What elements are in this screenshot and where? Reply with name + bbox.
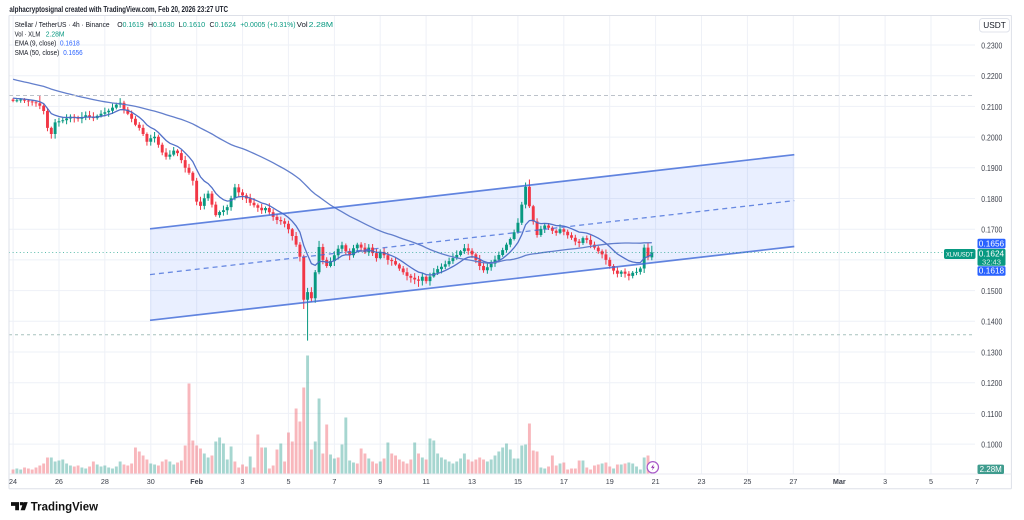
svg-text:19: 19	[606, 477, 614, 486]
svg-text:5: 5	[929, 477, 933, 486]
svg-text:15: 15	[514, 477, 522, 486]
svg-text:0.2100: 0.2100	[981, 102, 1002, 112]
svg-text:0.1700: 0.1700	[981, 225, 1002, 235]
svg-text:3: 3	[883, 477, 887, 486]
svg-text:XLMUSDT: XLMUSDT	[946, 251, 974, 258]
svg-text:H0.1630: H0.1630	[148, 22, 175, 29]
svg-text:alphacryptosignal created with: alphacryptosignal created with TradingVi…	[9, 5, 228, 14]
svg-text:0.1618: 0.1618	[979, 266, 1005, 276]
svg-text:17: 17	[560, 477, 568, 486]
svg-text:21: 21	[652, 477, 660, 486]
svg-text:7: 7	[975, 477, 979, 486]
svg-text:9: 9	[378, 477, 382, 486]
svg-text:0.1656: 0.1656	[979, 238, 1005, 248]
svg-text:0.1300: 0.1300	[981, 347, 1002, 357]
svg-text:Vol: Vol	[297, 22, 308, 29]
svg-text:26: 26	[55, 477, 63, 486]
svg-text:0.1500: 0.1500	[981, 286, 1002, 296]
svg-text:C0.1624: C0.1624	[210, 22, 237, 29]
svg-text:0.2300: 0.2300	[981, 40, 1002, 50]
svg-text:28: 28	[101, 477, 109, 486]
svg-text:32:43: 32:43	[982, 257, 1001, 266]
svg-text:USDT: USDT	[983, 20, 1006, 30]
svg-text:SMA (50, close): SMA (50, close)	[15, 50, 60, 57]
svg-text:5: 5	[286, 477, 290, 486]
svg-text:0.1900: 0.1900	[981, 163, 1002, 173]
svg-text:13: 13	[468, 477, 476, 486]
svg-text:2.28M: 2.28M	[980, 465, 1003, 474]
svg-text:Stellar / TetherUS · 4h · Bina: Stellar / TetherUS · 4h · Binance	[15, 22, 110, 29]
svg-text:Mar: Mar	[833, 477, 846, 486]
svg-text:7: 7	[332, 477, 336, 486]
svg-text:11: 11	[422, 477, 429, 486]
svg-text:0.1656: 0.1656	[63, 50, 82, 57]
svg-text:23: 23	[698, 477, 706, 486]
svg-text:2.28M: 2.28M	[309, 22, 334, 29]
svg-text:EMA (9, close): EMA (9, close)	[15, 41, 57, 48]
svg-text:2.28M: 2.28M	[46, 31, 65, 38]
svg-text:0.2000: 0.2000	[981, 133, 1002, 143]
svg-text:0.1618: 0.1618	[60, 41, 80, 48]
svg-text:L0.1610: L0.1610	[179, 22, 206, 29]
svg-text:O0.1619: O0.1619	[117, 22, 144, 29]
svg-text:+0.0005 (+0.31%): +0.0005 (+0.31%)	[240, 22, 295, 29]
svg-text:27: 27	[789, 477, 797, 486]
svg-text:25: 25	[743, 477, 751, 486]
svg-text:0.2200: 0.2200	[981, 71, 1002, 81]
svg-text:Vol · XLM: Vol · XLM	[15, 31, 41, 38]
svg-text:3: 3	[241, 477, 245, 486]
svg-text:0.1624: 0.1624	[979, 248, 1005, 258]
svg-text:0.1100: 0.1100	[981, 409, 1002, 419]
svg-text:0.1000: 0.1000	[981, 440, 1002, 450]
svg-text:0.1400: 0.1400	[981, 317, 1002, 327]
svg-text:0.1800: 0.1800	[981, 194, 1002, 204]
svg-text:0.1200: 0.1200	[981, 378, 1002, 388]
svg-text:TradingView: TradingView	[31, 499, 99, 513]
svg-text:24: 24	[9, 477, 17, 486]
svg-text:Feb: Feb	[190, 477, 203, 486]
svg-text:30: 30	[147, 477, 155, 486]
